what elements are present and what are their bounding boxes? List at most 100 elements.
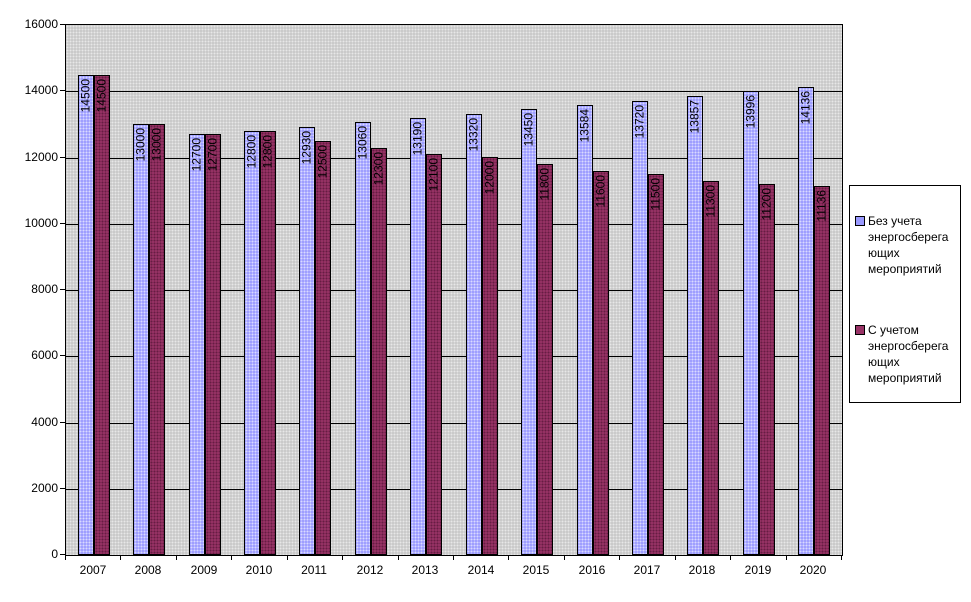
y-axis-label-4000: 4000 <box>31 415 58 429</box>
x-axis-label-2008: 2008 <box>134 563 162 577</box>
gridline-6000 <box>66 356 842 357</box>
bar-value-label: 11500 <box>648 178 663 211</box>
legend-entry-label: Без учета энергосберега ющих мероприятий <box>868 213 948 277</box>
bar-2009-series0: 12700 <box>189 134 205 555</box>
bar-2015-series0: 13450 <box>521 109 537 555</box>
bar-2020-series0: 14136 <box>798 87 814 555</box>
bar-value-label: 12300 <box>371 152 386 186</box>
bar-value-label: 12930 <box>299 131 314 165</box>
bar-2008-series1: 13000 <box>149 124 165 555</box>
y-axis-label-10000: 10000 <box>24 216 58 230</box>
legend-label-line: мероприятий <box>868 371 942 385</box>
x-axis-label-2009: 2009 <box>190 563 218 577</box>
bar-2008-series0: 13000 <box>133 124 149 555</box>
bar-value-label: 13000 <box>133 128 148 162</box>
y-axis-tick <box>60 90 65 91</box>
bar-2011-series1: 12500 <box>315 141 331 555</box>
x-axis-tick <box>675 555 676 560</box>
bar-value-label: 12700 <box>189 138 204 172</box>
x-axis-label-2007: 2007 <box>79 563 107 577</box>
x-axis-label-2019: 2019 <box>744 563 772 577</box>
bar-2007-series1: 14500 <box>94 75 110 555</box>
bar-2020-series1: 11136 <box>814 186 830 555</box>
bar-value-label: 13720 <box>632 105 647 139</box>
bar-2017-series0: 13720 <box>632 101 648 555</box>
x-axis-tick <box>786 555 787 560</box>
x-axis-label-2020: 2020 <box>799 563 827 577</box>
y-axis-label-0: 0 <box>51 547 58 561</box>
x-axis-label-2013: 2013 <box>411 563 439 577</box>
bar-value-label: 13450 <box>521 113 536 147</box>
legend-entry-label: С учетом энергосберега ющих мероприятий <box>868 322 948 386</box>
y-axis-tick <box>60 422 65 423</box>
bar-value-label: 12800 <box>244 135 259 169</box>
bar-value-label: 11136 <box>814 190 829 222</box>
bar-2012-series1: 12300 <box>371 148 387 555</box>
gridline-14000 <box>66 91 842 92</box>
bar-value-label: 11600 <box>593 175 608 208</box>
gridline-8000 <box>66 290 842 291</box>
bar-2019-series0: 13996 <box>743 91 759 555</box>
legend: Без учета энергосберега ющих мероприятий С у… <box>849 185 961 403</box>
bar-value-label: 14500 <box>94 79 109 113</box>
legend-entry-0: Без учета энергосберега ющих мероприятий <box>855 213 958 277</box>
y-axis-tick <box>60 289 65 290</box>
legend-label-line: ющих <box>868 246 900 260</box>
legend-label-line: энергосберега <box>868 339 949 353</box>
x-axis-tick <box>65 555 66 560</box>
x-axis-tick <box>120 555 121 560</box>
y-axis-label-8000: 8000 <box>31 282 58 296</box>
x-axis-tick <box>398 555 399 560</box>
y-axis-tick <box>60 355 65 356</box>
x-axis-label-2017: 2017 <box>633 563 661 577</box>
y-axis-tick <box>60 554 65 555</box>
bar-value-label: 12500 <box>315 145 330 179</box>
y-axis-label-16000: 16000 <box>24 17 58 31</box>
bar-2015-series1: 11800 <box>537 164 553 555</box>
x-axis-label-2014: 2014 <box>467 563 495 577</box>
legend-label-line: энергосберега <box>868 230 949 244</box>
bar-value-label: 12000 <box>482 161 497 195</box>
bar-2009-series1: 12700 <box>205 134 221 555</box>
bar-2012-series0: 13060 <box>355 122 371 555</box>
gridline-4000 <box>66 423 842 424</box>
x-axis-tick <box>619 555 620 560</box>
legend-swatch-icon <box>855 216 865 226</box>
x-axis-label-2012: 2012 <box>356 563 384 577</box>
bar-2017-series1: 11500 <box>648 174 664 555</box>
x-axis-tick <box>564 555 565 560</box>
bar-value-label: 11200 <box>759 188 774 221</box>
y-axis-label-2000: 2000 <box>31 481 58 495</box>
bar-2013-series1: 12100 <box>426 154 442 555</box>
bar-2007-series0: 14500 <box>78 75 94 555</box>
x-axis-tick <box>730 555 731 560</box>
bar-value-label: 12800 <box>260 135 275 169</box>
legend-swatch-icon <box>855 325 865 335</box>
bar-value-label: 12100 <box>426 158 441 192</box>
bar-2018-series0: 13857 <box>687 96 703 555</box>
bar-value-label: 13584 <box>577 109 592 143</box>
bar-2011-series0: 12930 <box>299 127 315 555</box>
bar-2018-series1: 11300 <box>703 181 719 555</box>
bar-value-label: 13000 <box>149 128 164 162</box>
x-axis-label-2011: 2011 <box>301 563 327 577</box>
bar-value-label: 14136 <box>798 91 813 125</box>
legend-label-line: мероприятий <box>868 262 942 276</box>
plot-area: 14500 13000 12700 12800 12930 13060 13190 13320… <box>65 24 843 556</box>
x-axis-label-2018: 2018 <box>688 563 716 577</box>
bar-2013-series0: 13190 <box>410 118 426 555</box>
bar-value-label: 13190 <box>410 122 425 156</box>
y-axis-label-6000: 6000 <box>31 348 58 362</box>
x-axis-tick <box>342 555 343 560</box>
bar-value-label: 13060 <box>355 126 370 160</box>
y-axis-tick <box>60 223 65 224</box>
x-axis-tick <box>176 555 177 560</box>
bar-2010-series1: 12800 <box>260 131 276 555</box>
x-axis-tick <box>287 555 288 560</box>
x-axis-tick <box>231 555 232 560</box>
x-axis-tick <box>508 555 509 560</box>
legend-label-line: Без учета <box>868 214 922 228</box>
legend-label-line: С учетом <box>868 323 919 337</box>
y-axis-label-12000: 12000 <box>24 150 58 164</box>
